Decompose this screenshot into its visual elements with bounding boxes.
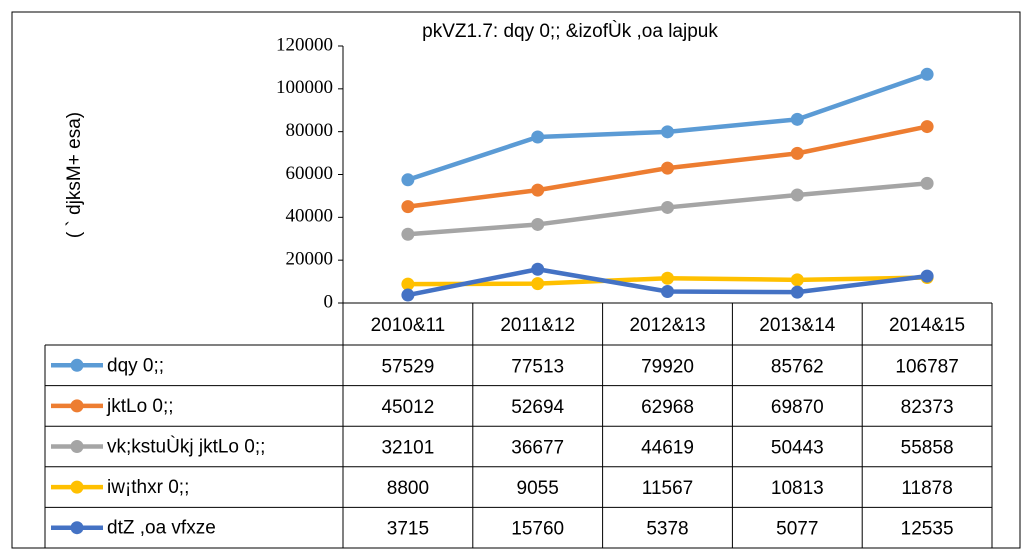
y-tick-label: 80000 xyxy=(286,120,334,141)
marker xyxy=(790,188,804,202)
table-value: 52694 xyxy=(511,397,564,418)
table-value: 57529 xyxy=(381,356,434,377)
table-value: 3715 xyxy=(387,519,429,540)
legend-marker xyxy=(70,480,84,494)
table-value: 10813 xyxy=(771,478,824,499)
table-value: 62968 xyxy=(641,397,694,418)
table-value: 12535 xyxy=(901,519,954,540)
table-value: 79920 xyxy=(641,356,694,377)
marker xyxy=(790,112,804,126)
marker xyxy=(661,161,674,175)
table-value: 11567 xyxy=(642,478,693,499)
marker xyxy=(661,271,674,285)
marker xyxy=(401,277,415,291)
table-value: 82373 xyxy=(901,397,954,418)
table-value: 5378 xyxy=(646,519,688,540)
marker xyxy=(661,200,674,214)
table-value: 106787 xyxy=(895,356,958,377)
table-value: 85762 xyxy=(771,356,824,377)
x-tick-label: 2014&15 xyxy=(889,315,965,336)
legend-label: dqy 0;; xyxy=(107,355,164,376)
marker xyxy=(661,284,674,298)
table-value: 44619 xyxy=(641,438,694,459)
table-value: 77513 xyxy=(511,356,564,377)
y-tick-label: 100000 xyxy=(276,77,333,98)
legend-label: dtZ ,oa vfxze xyxy=(107,518,216,539)
table-value: 5077 xyxy=(776,519,818,540)
marker xyxy=(661,125,674,139)
legend-marker xyxy=(70,440,84,453)
marker xyxy=(790,285,804,299)
y-tick-label: 0 xyxy=(324,291,334,312)
marker xyxy=(920,269,934,283)
x-tick-label: 2011&12 xyxy=(500,315,575,336)
legend-label: jktLo 0;; xyxy=(106,396,174,417)
marker xyxy=(531,217,545,231)
marker xyxy=(920,120,934,134)
chart-title: pkVZ1.7: dqy 0;; &izofÙk ,oa lajpuk xyxy=(422,20,718,42)
table-value: 15760 xyxy=(511,519,564,540)
marker xyxy=(790,273,804,287)
marker xyxy=(531,183,545,197)
table-value: 8800 xyxy=(387,478,429,499)
x-tick-label: 2013&14 xyxy=(759,315,836,336)
legend-label: vk;kstuÙkj jktLo 0;; xyxy=(107,436,265,458)
y-tick-label: 120000 xyxy=(276,34,333,55)
marker xyxy=(401,288,415,302)
legend-marker xyxy=(70,521,84,535)
table-value: 45012 xyxy=(381,397,434,418)
y-tick-label: 40000 xyxy=(286,206,334,227)
marker xyxy=(790,146,804,160)
y-tick-label: 60000 xyxy=(286,163,334,184)
legend-label: iw¡thxr 0;; xyxy=(107,477,189,498)
x-tick-label: 2010&11 xyxy=(371,315,446,336)
marker xyxy=(920,67,934,81)
y-axis-label: ( ` djksM+ esa) xyxy=(64,112,85,238)
legend-marker xyxy=(70,358,84,372)
marker xyxy=(401,227,415,241)
marker xyxy=(920,176,934,190)
y-tick-label: 20000 xyxy=(286,249,334,270)
table-value: 36677 xyxy=(511,438,564,459)
table-value: 69870 xyxy=(771,397,824,418)
table-value: 9055 xyxy=(517,478,559,499)
marker xyxy=(531,277,545,291)
legend-marker xyxy=(70,399,84,413)
marker xyxy=(531,130,545,144)
marker xyxy=(401,173,415,187)
table-value: 11878 xyxy=(901,478,952,499)
marker xyxy=(401,200,415,214)
table-value: 32101 xyxy=(381,438,434,459)
marker xyxy=(531,262,545,276)
table-value: 50443 xyxy=(771,438,824,459)
x-tick-label: 2012&13 xyxy=(629,315,705,336)
table-value: 55858 xyxy=(901,438,954,459)
